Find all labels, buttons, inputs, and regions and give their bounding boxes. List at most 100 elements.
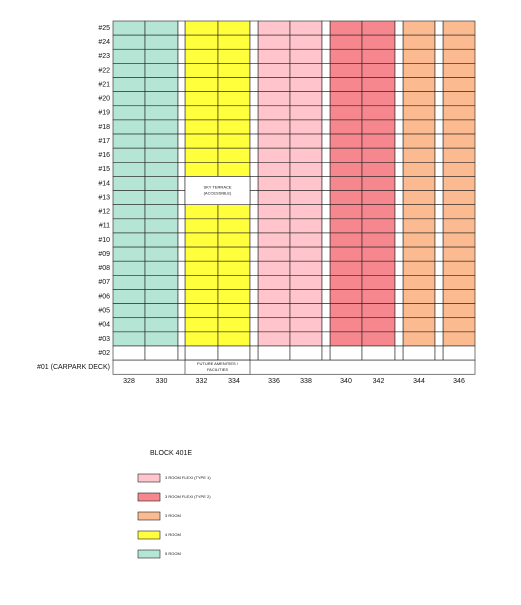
unit-cell: [402, 133, 436, 149]
unit-cell: [329, 105, 363, 121]
legend-title: BLOCK 401E: [150, 450, 192, 457]
unit-cell: [402, 162, 436, 177]
gap-cell: [434, 303, 444, 319]
gap-cell: [321, 133, 331, 149]
unit-cell: [402, 289, 436, 304]
unit-cell: [144, 218, 179, 234]
gap-cell: [434, 204, 444, 220]
unit-cell: [112, 162, 146, 177]
unit-cell: [329, 317, 363, 333]
gap-cell: [249, 190, 259, 205]
gap-cell: [434, 218, 444, 234]
unit-cell: [184, 218, 219, 234]
unit-cell: [112, 246, 146, 262]
unit-cell: [329, 119, 363, 135]
unit-cell: [402, 218, 436, 234]
gap-cell: [434, 34, 444, 50]
unit-cell: [402, 119, 436, 135]
unit-cell: [442, 20, 476, 36]
sky-terrace-label: (ACCESSIBLE): [204, 191, 232, 196]
unit-cell: [144, 133, 179, 149]
unit-cell: [257, 232, 291, 248]
unit-cell: [442, 63, 476, 78]
gap-cell: [394, 133, 404, 149]
unit-cell: [217, 147, 251, 163]
unit-cell: [184, 34, 219, 50]
unit-cell: [361, 331, 396, 347]
amenities-box: [184, 359, 251, 375]
sky-terrace-label: SKY TERRACE: [203, 185, 231, 190]
gap-cell: [249, 147, 259, 163]
floor-label: #24: [98, 39, 110, 46]
legend-label: 3 ROOM: [165, 513, 181, 518]
unit-cell: [144, 289, 179, 304]
unit-cell: [217, 218, 251, 234]
unit-cell: [184, 147, 219, 163]
unit-cell: [289, 133, 323, 149]
unit-cell: [257, 317, 291, 333]
unit-cell: [144, 162, 179, 177]
unit-cell: [184, 162, 219, 177]
unit-cell: [184, 345, 219, 361]
gap-cell: [321, 190, 331, 205]
unit-cell: [144, 190, 179, 205]
gap-cell: [249, 260, 259, 276]
gap-cell: [394, 105, 404, 121]
gap-cell: [177, 317, 186, 333]
unit-cell: [361, 105, 396, 121]
gap-cell: [321, 260, 331, 276]
unit-cell: [289, 162, 323, 177]
unit-cell: [184, 133, 219, 149]
unit-cell: [402, 91, 436, 107]
unit-cell: [329, 133, 363, 149]
unit-cell: [217, 317, 251, 333]
unit-cell: [361, 345, 396, 361]
gap-cell: [249, 204, 259, 220]
unit-cell: [442, 246, 476, 262]
unit-cell: [217, 77, 251, 92]
unit-cell: [112, 275, 146, 290]
legend-swatch: [137, 473, 161, 483]
unit-cell: [112, 133, 146, 149]
gap-cell: [177, 331, 186, 347]
unit-label: 338: [300, 378, 312, 385]
unit-cell: [112, 260, 146, 276]
unit-cell: [361, 246, 396, 262]
unit-cell: [144, 77, 179, 92]
unit-cell: [329, 20, 363, 36]
gap-cell: [177, 218, 186, 234]
unit-cell: [112, 119, 146, 135]
unit-cell: [184, 289, 219, 304]
unit-cell: [361, 190, 396, 205]
unit-cell: [442, 162, 476, 177]
unit-cell: [217, 119, 251, 135]
unit-cell: [144, 34, 179, 50]
unit-cell: [402, 246, 436, 262]
gap-cell: [321, 331, 331, 347]
unit-label: 346: [453, 378, 465, 385]
unit-cell: [329, 91, 363, 107]
gap-cell: [394, 34, 404, 50]
unit-cell: [289, 190, 323, 205]
floor-label: #08: [98, 265, 110, 272]
unit-cell: [442, 275, 476, 290]
unit-cell: [184, 260, 219, 276]
unit-cell: [184, 91, 219, 107]
unit-cell: [402, 147, 436, 163]
unit-cell: [442, 133, 476, 149]
gap-cell: [394, 317, 404, 333]
unit-cell: [112, 105, 146, 121]
unit-cell: [112, 232, 146, 248]
unit-cell: [257, 218, 291, 234]
unit-cell: [289, 260, 323, 276]
unit-cell: [361, 48, 396, 64]
floor-label: #21: [98, 81, 110, 88]
unit-cell: [144, 63, 179, 78]
gap-cell: [177, 232, 186, 248]
gap-cell: [177, 63, 186, 78]
gap-cell: [321, 232, 331, 248]
gap-cell: [394, 303, 404, 319]
floor-label: #05: [98, 308, 110, 315]
unit-cell: [184, 317, 219, 333]
gap-cell: [249, 91, 259, 107]
